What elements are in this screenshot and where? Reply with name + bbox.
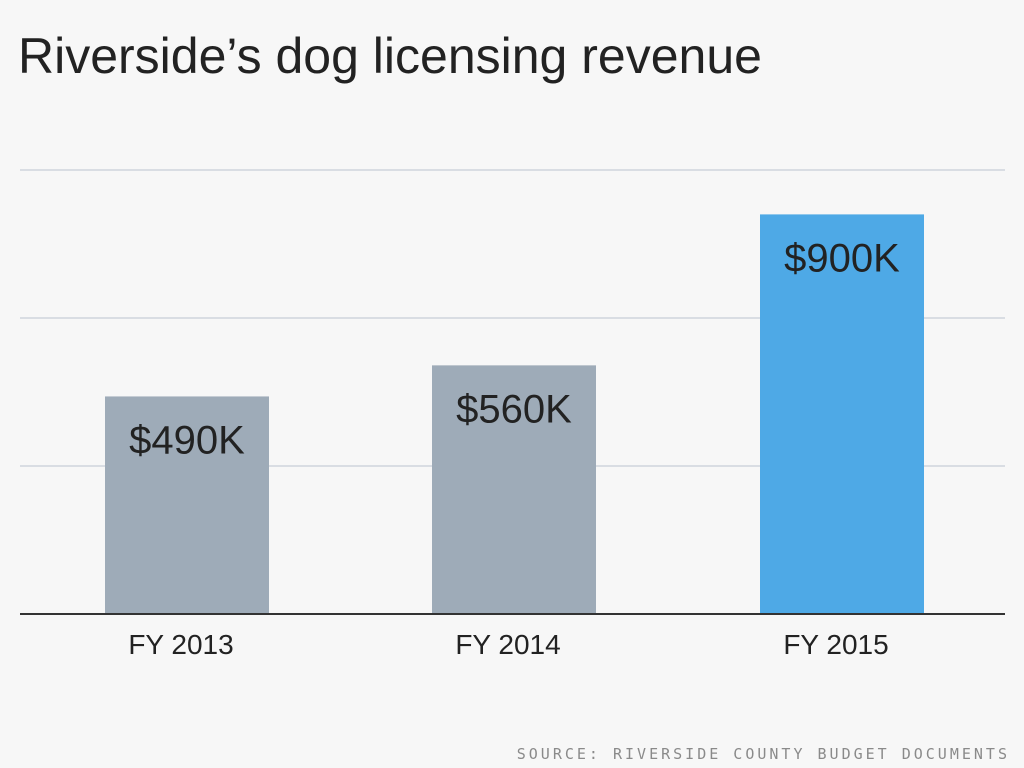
bar	[432, 365, 596, 614]
bar-value-label: $560K	[456, 387, 572, 431]
bar	[760, 214, 924, 614]
chart-title: Riverside’s dog licensing revenue	[18, 28, 762, 84]
x-tick-label: FY 2014	[455, 629, 560, 660]
x-tick-label: FY 2015	[783, 629, 888, 660]
bar-value-label: $900K	[784, 236, 900, 280]
bar	[105, 396, 269, 614]
source-note: SOURCE: RIVERSIDE COUNTY BUDGET DOCUMENT…	[516, 745, 1010, 763]
x-tick-label: FY 2013	[128, 629, 233, 660]
bar-value-label: $490K	[129, 418, 245, 462]
